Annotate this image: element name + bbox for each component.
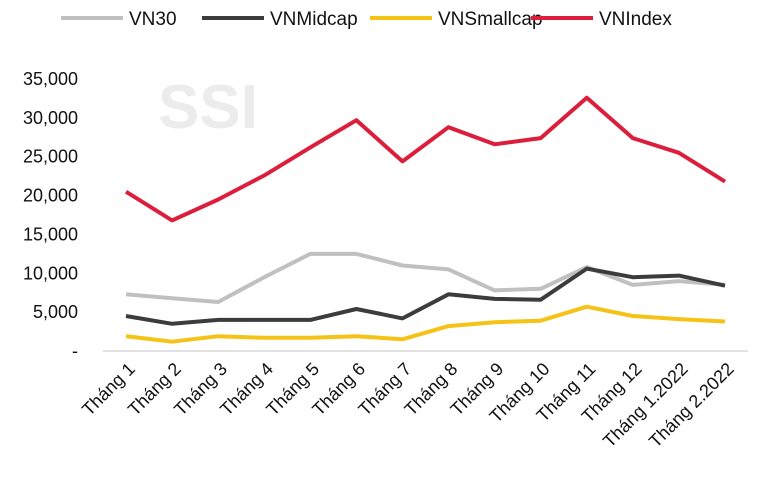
y-axis: - 5,000 10,000 15,000 20,000 25,000 30,000 35,0… xyxy=(23,69,78,361)
y-tick-label: 25,000 xyxy=(23,147,78,167)
y-tick-label: 15,000 xyxy=(23,224,78,244)
series-line-vnindex xyxy=(124,95,727,223)
y-tick-label: 10,000 xyxy=(23,263,78,283)
y-tick-label: 30,000 xyxy=(23,108,78,128)
series-line-vnmidcap xyxy=(125,266,726,326)
legend: VN30 VNMidcap VNSmallcap VNIndex xyxy=(61,9,672,30)
legend-label-vnindex: VNIndex xyxy=(599,9,672,30)
series-line-vnsmallcap xyxy=(125,304,726,344)
legend-label-vn30: VN30 xyxy=(129,9,177,30)
legend-label-vnmidcap: VNMidcap xyxy=(270,9,358,30)
y-tick-label: 35,000 xyxy=(23,69,78,89)
y-tick-label: 5,000 xyxy=(33,302,78,322)
y-tick-label: 20,000 xyxy=(23,186,78,206)
watermark-logo: SSI xyxy=(158,73,258,142)
series-lines xyxy=(124,95,727,344)
y-tick-label: - xyxy=(72,341,78,361)
legend-label-vnsmallcap: VNSmallcap xyxy=(438,9,543,30)
series-line-vn30 xyxy=(125,251,726,304)
